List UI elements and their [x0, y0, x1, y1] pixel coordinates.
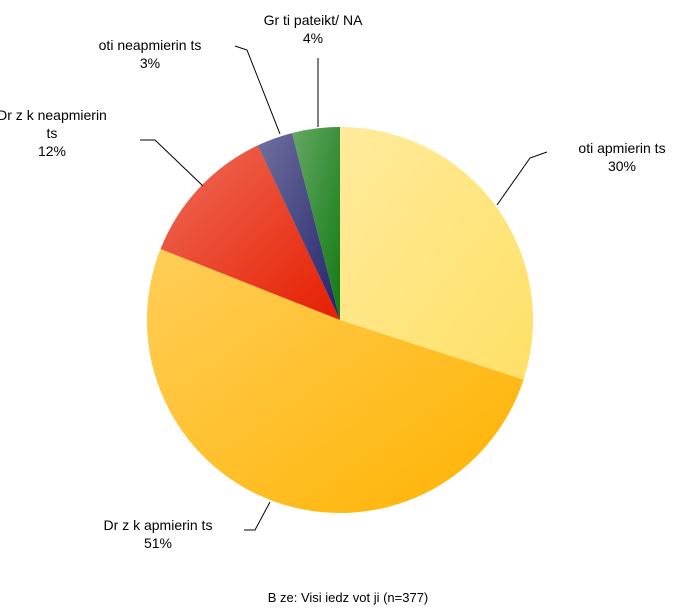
value-label: 12% [37, 143, 67, 159]
leader-line [234, 45, 281, 135]
slice-shade [292, 127, 340, 320]
slice-label: Dr z k neapmierin ts 12% [0, 106, 110, 160]
leader-line [244, 501, 271, 531]
category-label: Dr z k neapmierin ts [0, 107, 107, 141]
category-label: oti neapmierin ts [98, 37, 202, 53]
slice-shade [146, 248, 524, 514]
slice-shade [257, 133, 340, 320]
slice-label: Gr ti pateikt/ NA 4% [264, 11, 363, 47]
slice-label: oti neapmierin ts 3% [99, 36, 202, 72]
category-label: Dr z k apmierin ts [103, 517, 213, 533]
value-label: 30% [607, 158, 637, 174]
slice-shade [160, 145, 340, 320]
value-label: 3% [139, 55, 161, 71]
value-label: 4% [302, 30, 324, 46]
value-label: 51% [143, 535, 173, 551]
leader-line [496, 151, 548, 206]
base-note: B ze: Visi iedz vot ji (n=377) [267, 590, 429, 605]
category-label: Gr ti pateikt/ NA [263, 12, 363, 28]
leader-line [140, 139, 204, 187]
slice-label: Dr z k apmierin ts 51% [104, 516, 213, 552]
slice-shade [340, 127, 533, 380]
slice-label: oti apmierin ts 30% [578, 139, 665, 175]
category-label: oti apmierin ts [578, 140, 666, 156]
